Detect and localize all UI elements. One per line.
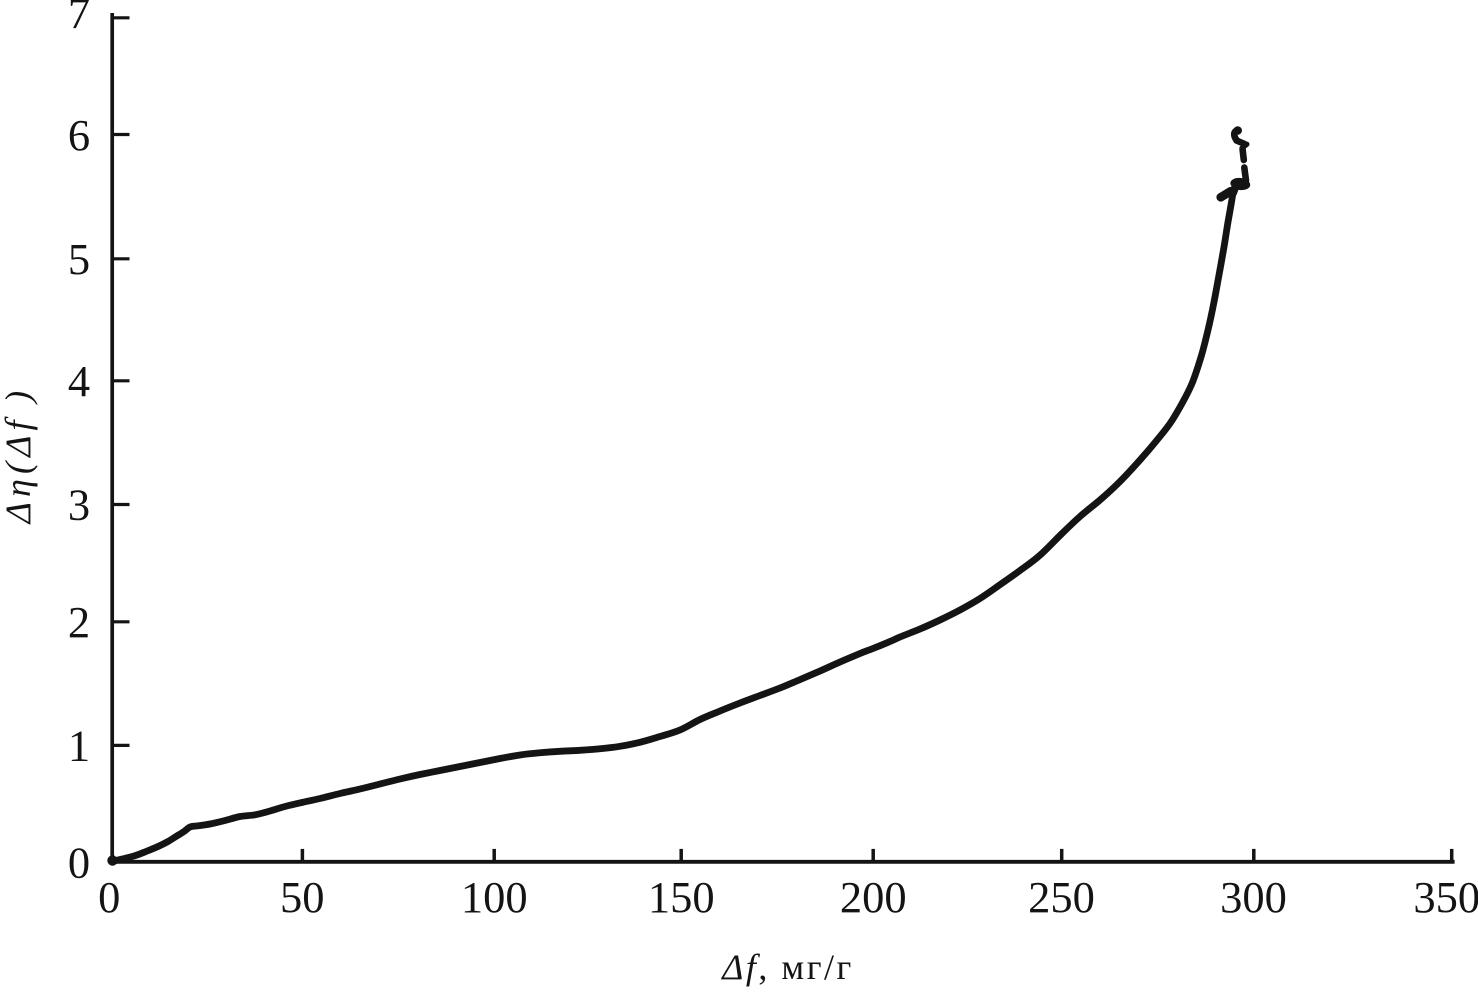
- svg-text:0: 0: [98, 872, 120, 922]
- svg-text:2: 2: [68, 597, 90, 647]
- svg-text:Δη(Δf ): Δη(Δf ): [0, 386, 38, 526]
- svg-text:1: 1: [68, 721, 90, 771]
- svg-text:6: 6: [68, 110, 90, 160]
- svg-text:150: 150: [648, 872, 715, 922]
- svg-text:4: 4: [68, 356, 90, 406]
- svg-text:3: 3: [68, 480, 90, 530]
- svg-text:7: 7: [68, 0, 90, 38]
- svg-text:300: 300: [1220, 872, 1287, 922]
- svg-text:5: 5: [68, 234, 90, 284]
- svg-text:50: 50: [280, 872, 325, 922]
- svg-text:100: 100: [461, 872, 528, 922]
- svg-text:Δf, мг/г: Δf, мг/г: [720, 947, 853, 987]
- svg-text:200: 200: [840, 872, 907, 922]
- svg-text:250: 250: [1028, 872, 1095, 922]
- svg-text:0: 0: [68, 838, 90, 888]
- svg-text:350: 350: [1413, 872, 1478, 922]
